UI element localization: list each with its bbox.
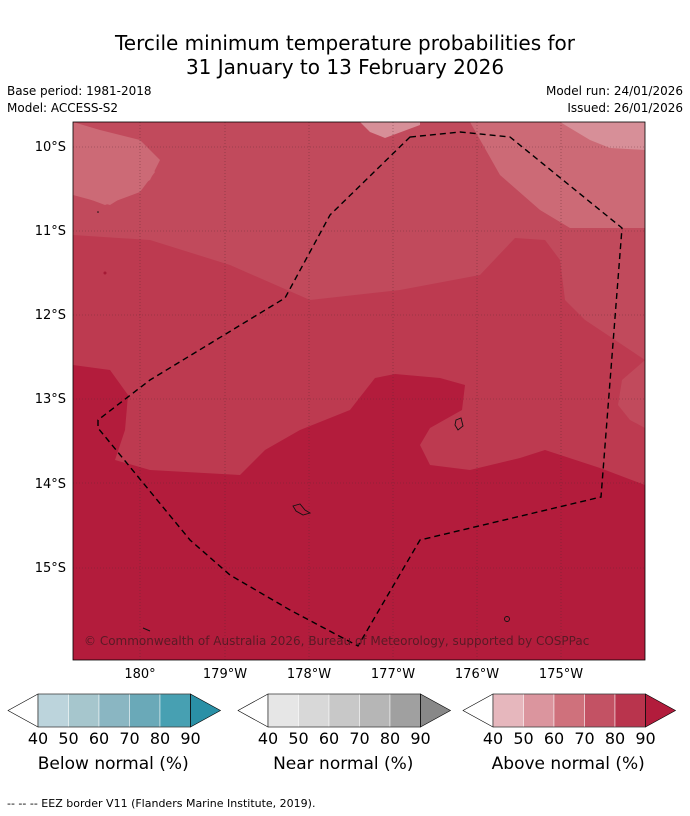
map-frame — [72, 121, 646, 661]
legend-tip-low — [237, 693, 269, 728]
island-1 — [292, 503, 312, 516]
legend-tick: 60 — [318, 729, 340, 748]
island-3 — [504, 616, 510, 622]
island-2 — [454, 417, 464, 431]
legend-tick: 50 — [58, 729, 79, 748]
legend-swatch-3 — [328, 693, 360, 728]
lat-label-12s: 12°S — [35, 308, 66, 323]
legend-tick: 60 — [543, 729, 565, 748]
legend-tick: 50 — [513, 729, 534, 748]
legend-tick: 60 — [88, 729, 110, 748]
lat-label-10s: 10°S — [35, 140, 66, 155]
legend-swatch-3 — [553, 693, 585, 728]
legend-swatch-1 — [267, 693, 299, 728]
model-run: Model run: 24/01/2026 — [545, 84, 683, 98]
legend-swatch-4 — [129, 693, 161, 728]
lon-label-177w: 177°W — [371, 667, 415, 682]
legend-tip-low — [462, 693, 494, 728]
lon-label-178w: 178°W — [287, 667, 331, 682]
region-above-60-top — [360, 122, 420, 138]
island-6 — [103, 271, 107, 275]
model-name: Model: ACCESS-S2 — [7, 101, 119, 115]
legend-tip-low — [7, 693, 39, 728]
legend-tick: 50 — [288, 729, 309, 748]
title-line-1: Tercile minimum temperature probabilitie… — [114, 31, 576, 55]
legend-swatch-1 — [37, 693, 69, 728]
legend-swatch-1 — [492, 693, 524, 728]
legend-tick: 40 — [257, 729, 279, 748]
legend-frame — [267, 693, 421, 728]
legend-bar-3 — [462, 693, 677, 728]
legend-label-2: Near normal (%) — [273, 754, 414, 774]
lat-label-11s: 11°S — [35, 224, 66, 239]
lon-label-175w: 175°W — [539, 667, 583, 682]
legend-tick: 40 — [27, 729, 49, 748]
lon-label-179w: 179°W — [203, 667, 247, 682]
legend-frame — [37, 693, 191, 728]
legend-tip-high — [645, 693, 677, 728]
legend-swatch-5 — [389, 693, 421, 728]
probability-map: © Commonwealth of Australia 2026, Bureau… — [35, 121, 646, 682]
legend-swatch-5 — [614, 693, 646, 728]
legend-tick: 90 — [635, 729, 656, 748]
legend-swatch-3 — [98, 693, 130, 728]
eez-footnote: -- -- -- EEZ border V11 (Flanders Marine… — [7, 797, 316, 810]
legend-swatch-5 — [159, 693, 191, 728]
legend-tick: 70 — [349, 729, 370, 748]
legend-tick: 90 — [410, 729, 431, 748]
island-5 — [97, 211, 99, 213]
region-above-80-east — [618, 360, 645, 428]
legend-swatch-4 — [359, 693, 391, 728]
lat-label-14s: 14°S — [35, 477, 66, 492]
lat-label-13s: 13°S — [35, 392, 66, 407]
region-above-60-ne — [560, 122, 645, 150]
lon-label-176w: 176°W — [455, 667, 499, 682]
eez-border — [97, 131, 623, 647]
legend-frame — [492, 693, 646, 728]
graticule — [73, 122, 645, 660]
legend-swatch-4 — [584, 693, 616, 728]
map-fill-layers — [73, 122, 645, 660]
lat-label-15s: 15°S — [35, 561, 66, 576]
base-period: Base period: 1981-2018 — [7, 84, 152, 98]
legend-tip-high — [190, 693, 222, 728]
legend-tick: 80 — [379, 729, 401, 748]
legend-label-1: Below normal (%) — [37, 754, 189, 774]
region-above-90 — [73, 365, 645, 660]
legend-tick: 70 — [574, 729, 595, 748]
legend-bar-2 — [237, 693, 452, 728]
legend-tick: 80 — [604, 729, 626, 748]
title-line-2: 31 January to 13 February 2026 — [185, 55, 505, 79]
legend-tick: 90 — [180, 729, 201, 748]
island-4 — [142, 627, 151, 632]
copyright-text: © Commonwealth of Australia 2026, Bureau… — [84, 634, 589, 648]
legend-tick: 80 — [149, 729, 171, 748]
legend-swatch-2 — [298, 693, 330, 728]
legend-tick: 70 — [119, 729, 140, 748]
legend-label-3: Above normal (%) — [491, 754, 645, 774]
legend-tip-high — [420, 693, 452, 728]
region-above-70-nw-inner — [73, 136, 155, 205]
legend-bar-1 — [7, 693, 222, 728]
issued-date: Issued: 26/01/2026 — [567, 101, 683, 115]
lon-label-180: 180° — [124, 667, 155, 682]
legend-tick: 40 — [482, 729, 504, 748]
legend-swatch-2 — [68, 693, 100, 728]
legend-swatch-2 — [523, 693, 555, 728]
